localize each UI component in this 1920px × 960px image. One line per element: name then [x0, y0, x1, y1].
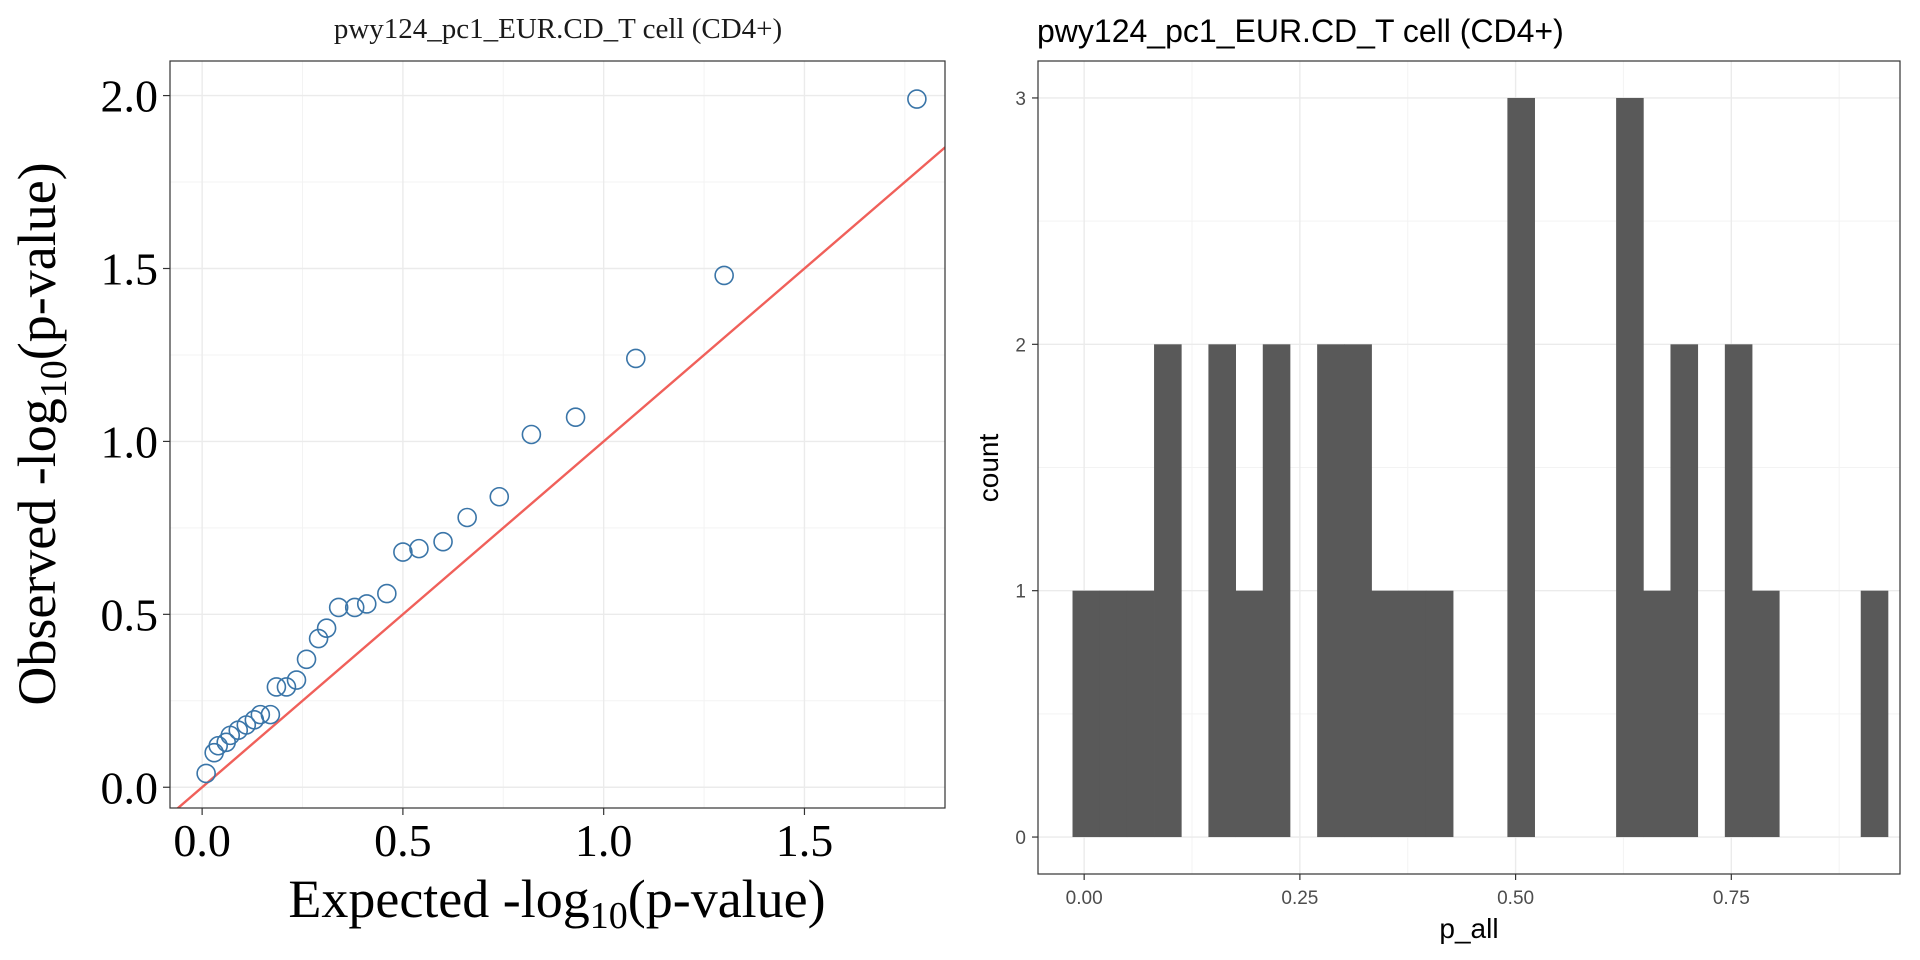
qq-reference-line	[176, 145, 945, 808]
histogram-bar	[1317, 344, 1345, 838]
histogram-y-tick-label: 2	[1015, 335, 1026, 356]
qq-gridlines	[170, 61, 945, 808]
qq-y-tick-label: 0.5	[101, 589, 159, 640]
histogram-x-axis-label: p_all	[1439, 913, 1498, 944]
qq-point	[626, 348, 646, 369]
histogram-bar	[1752, 590, 1780, 838]
qq-point	[204, 742, 224, 763]
qq-y-axis-label: Observed -log10(p-value)	[7, 162, 75, 705]
histogram-bar	[1235, 590, 1264, 838]
qq-x-axis-label: Expected -log10(p-value)	[288, 869, 825, 937]
qq-x-tick-label: 1.5	[776, 815, 834, 866]
qq-point	[714, 265, 734, 286]
qq-point	[328, 597, 349, 618]
histogram-bar	[1643, 590, 1671, 838]
qq-point	[457, 507, 477, 528]
histogram-bar	[1507, 97, 1535, 838]
histogram-bar	[1344, 344, 1372, 838]
qq-points-layer	[196, 89, 927, 784]
histogram-y-tick-label: 3	[1015, 89, 1026, 110]
qq-point	[521, 424, 542, 445]
histogram-bar	[1371, 590, 1400, 838]
histogram-x-tick-label: 0.50	[1497, 888, 1534, 909]
histogram-bars-layer	[1072, 97, 1889, 838]
qq-plot-border	[169, 60, 946, 809]
histogram-bar	[1072, 590, 1101, 838]
histogram-bar	[1208, 344, 1236, 838]
histogram-title: pwy124_pc1_EUR.CD_T cell (CD4+)	[1037, 13, 1564, 49]
histogram-x-tick-label: 0.25	[1281, 888, 1318, 909]
qq-y-tick-label: 0.0	[101, 762, 159, 813]
qq-x-tick-label: 0.5	[374, 815, 432, 866]
qq-plot-title: pwy124_pc1_EUR.CD_T cell (CD4+)	[334, 13, 782, 45]
histogram-bar	[1099, 590, 1128, 838]
histogram-y-axis-ticks: 0 1 2 3	[1015, 89, 1038, 849]
histogram-bar	[1724, 344, 1753, 838]
histogram-y-tick-label: 1	[1015, 582, 1026, 603]
histogram-x-axis-ticks: 0.00 0.25 0.50 0.75	[1066, 874, 1750, 909]
qq-point	[433, 531, 453, 552]
qq-point	[393, 542, 413, 562]
qq-point	[344, 597, 365, 618]
histogram-bar	[1262, 344, 1291, 838]
qq-point	[276, 677, 297, 697]
qq-y-label-main: Observed -log	[7, 398, 67, 705]
histogram-plot-border	[1037, 60, 1901, 875]
histogram-x-tick-label: 0.75	[1713, 888, 1750, 909]
qq-point	[907, 89, 927, 109]
qq-x-tick-label: 1.0	[575, 815, 633, 866]
qq-x-tick-label: 0.0	[173, 815, 231, 866]
histogram-bar	[1126, 590, 1155, 838]
histogram-bar	[1860, 590, 1889, 838]
qq-point	[565, 407, 586, 428]
qq-point	[296, 649, 317, 670]
histogram-bar	[1398, 590, 1427, 838]
qq-point	[409, 538, 429, 559]
qq-y-axis-ticks: 0.0 0.5 1.0 1.5 2.0	[101, 71, 170, 813]
histogram-y-axis-label: count	[973, 434, 1004, 503]
histogram-bar	[1616, 97, 1644, 838]
qq-point	[316, 618, 337, 638]
qq-x-label-tail: (p-value)	[628, 869, 826, 929]
qq-x-axis-ticks: 0.0 0.5 1.0 1.5	[173, 808, 833, 866]
qq-point	[489, 486, 510, 507]
histogram-bar	[1154, 344, 1182, 838]
qq-point	[286, 670, 307, 690]
histogram-bar	[1670, 344, 1699, 838]
qq-point	[308, 628, 329, 649]
qq-x-label-subscript: 10	[590, 895, 628, 937]
qq-point	[377, 583, 397, 604]
qq-y-tick-label: 2.0	[101, 71, 159, 122]
qq-point	[356, 594, 377, 614]
qq-point	[260, 704, 281, 725]
qq-point	[266, 677, 287, 697]
qq-y-label-tail: (p-value)	[7, 162, 67, 360]
histogram-x-tick-label: 0.00	[1066, 888, 1103, 909]
qq-y-tick-label: 1.0	[101, 416, 159, 467]
qq-y-tick-label: 1.5	[101, 244, 159, 295]
qq-plot-panel: pwy124_pc1_EUR.CD_T cell (CD4+) 0.0 0.5 1.…	[7, 13, 946, 937]
histogram-bar	[1425, 590, 1454, 838]
qq-point	[250, 704, 271, 725]
qq-reference-line-layer	[176, 145, 945, 808]
qq-x-label-main: Expected -log	[288, 869, 589, 929]
qq-y-label-subscript: 10	[33, 360, 75, 398]
qq-point	[196, 763, 216, 784]
histogram-y-tick-label: 0	[1015, 828, 1026, 849]
histogram-panel: pwy124_pc1_EUR.CD_T cell (CD4+) 0.00 0.25…	[973, 13, 1901, 944]
